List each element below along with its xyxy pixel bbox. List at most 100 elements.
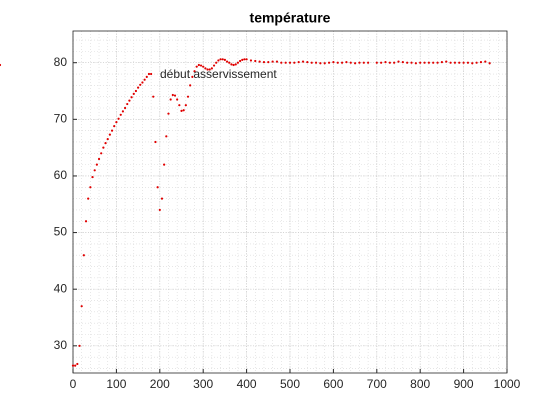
point [462,61,465,64]
point [458,61,461,64]
point [267,61,270,64]
point [288,61,292,64]
x-tick-label: 900 [454,377,474,391]
point [466,61,470,64]
point [310,61,313,64]
point [189,84,192,87]
point [254,59,257,63]
point [410,61,413,64]
point [206,68,209,71]
point [449,61,452,64]
point [388,61,391,64]
point [191,75,194,78]
point [186,95,190,98]
point [484,60,487,63]
point [130,96,133,99]
point [147,72,151,76]
x-tick-label: 0 [70,377,77,391]
point [245,58,248,61]
point [406,61,409,64]
point [432,61,435,64]
point [95,163,98,166]
point [71,364,75,367]
point [314,61,318,64]
point [332,61,335,64]
x-tick-label: 800 [410,377,430,391]
point [134,89,138,93]
point [165,135,168,138]
point [258,60,261,63]
point [210,67,213,70]
point [230,63,233,66]
point [375,61,378,64]
x-tick-label: 600 [323,377,343,391]
point [262,61,266,64]
point [173,94,177,97]
point [284,61,287,64]
point [301,60,305,63]
point [215,61,218,64]
point [393,61,396,64]
y-tick-label: 40 [54,281,68,295]
point [199,64,203,67]
point [126,102,129,106]
point [243,58,246,61]
point [445,60,448,63]
point [479,61,483,64]
point [108,133,111,136]
point [236,61,240,64]
point [176,98,179,101]
point [100,152,103,155]
point [76,362,79,366]
point [436,61,439,64]
point [160,197,164,200]
x-tick-label: 1000 [494,377,521,391]
y-tick-label: 80 [54,55,68,69]
point [208,68,211,71]
point [123,106,127,110]
point [397,60,400,63]
point [184,104,187,107]
x-tick-label: 400 [237,377,257,391]
point [241,58,244,61]
point [180,109,183,112]
point [221,58,224,61]
point [297,61,300,64]
point [275,60,279,63]
point [97,157,101,161]
point [91,175,94,179]
x-tick-label: 100 [106,377,126,391]
point [362,61,365,64]
point [212,64,216,67]
point [171,93,174,97]
point [323,62,326,65]
x-tick-label: 700 [367,377,387,391]
point [234,63,237,66]
point [440,61,443,64]
y-tick-label: 60 [54,168,68,182]
point [156,186,159,189]
point [132,92,135,95]
point [249,59,253,62]
point [169,98,172,101]
point [82,254,85,257]
point [419,61,422,64]
point [121,110,125,113]
point [113,125,116,128]
point [219,58,222,61]
point [217,59,220,62]
point [150,72,153,76]
point [104,142,107,145]
point [78,344,81,347]
point [358,61,361,64]
point [87,197,90,200]
point [319,62,322,65]
axes-box [72,30,508,374]
point [145,75,148,78]
point [475,61,478,64]
point [117,117,120,120]
point [225,60,229,63]
annotation: début asservissement [160,67,277,81]
point [223,58,226,61]
